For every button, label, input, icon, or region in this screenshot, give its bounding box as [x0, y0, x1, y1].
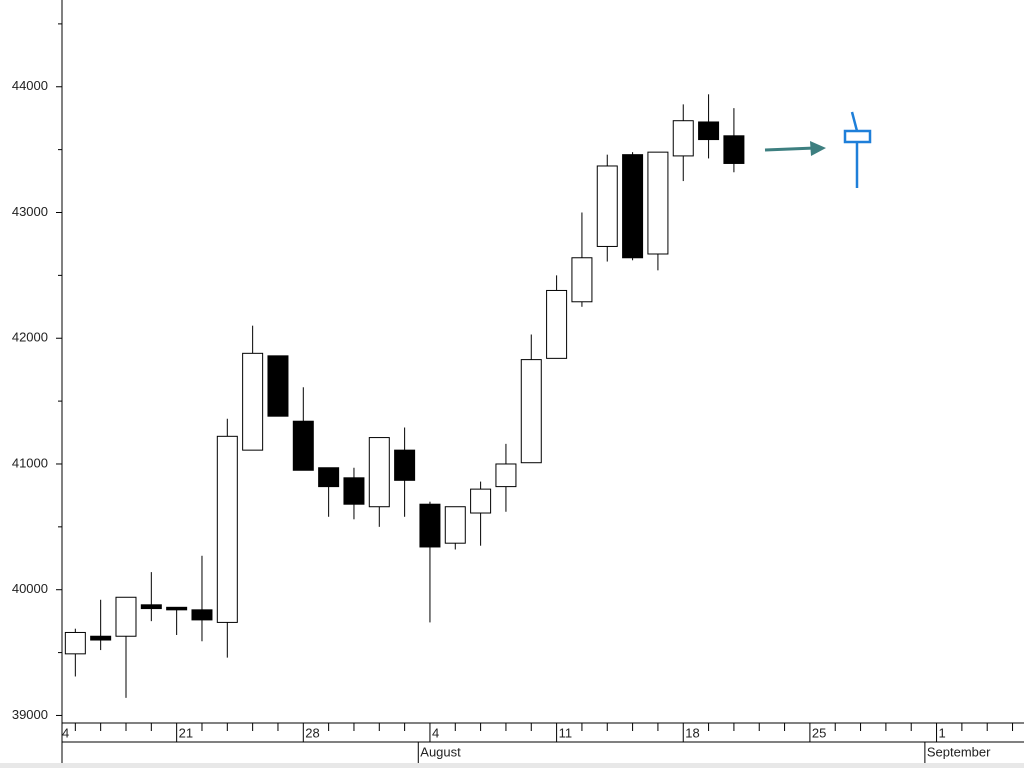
y-tick-label: 39000	[12, 707, 48, 722]
candle-body	[546, 289, 568, 359]
candle-body	[115, 596, 137, 637]
candle-body	[444, 506, 466, 544]
candle-body	[698, 121, 720, 141]
candle-body	[647, 151, 669, 255]
candle-body	[520, 359, 542, 464]
candle-body	[292, 420, 314, 471]
y-tick-label: 42000	[12, 330, 48, 345]
x-tick-label: 4	[432, 725, 439, 740]
candle-body	[622, 154, 644, 259]
x-tick-label: 11	[559, 725, 573, 740]
arrow	[764, 146, 816, 152]
candle-body	[216, 435, 238, 623]
y-tick-label: 43000	[12, 204, 48, 219]
x-tick-label: 18	[685, 725, 699, 740]
y-tick-label: 40000	[12, 581, 48, 596]
candle-body	[368, 437, 390, 508]
candle-body	[723, 135, 745, 164]
candle-body	[90, 635, 112, 641]
projection-wick	[850, 111, 859, 132]
candle-body	[470, 488, 492, 514]
y-tick-label: 44000	[12, 78, 48, 93]
candle-body	[318, 467, 340, 488]
x-tick-label: 25	[812, 725, 826, 740]
bottom-strip	[0, 763, 1024, 768]
projection-body	[843, 129, 872, 144]
month-label: August	[420, 744, 461, 759]
candle-body	[394, 449, 416, 481]
month-label: September	[927, 744, 991, 759]
candle-body	[571, 257, 593, 303]
candle-body	[596, 165, 618, 247]
candle-body	[419, 503, 441, 548]
candle-body	[191, 609, 213, 621]
candle-body	[343, 477, 365, 505]
candle-body	[267, 355, 289, 417]
candle-body	[140, 604, 162, 610]
x-tick-label: 21	[179, 725, 193, 740]
x-tick-label: 1	[939, 725, 946, 740]
x-tick-label: 28	[305, 725, 319, 740]
y-tick-label: 41000	[12, 455, 48, 470]
candle-body	[64, 631, 86, 655]
candle-body	[672, 120, 694, 157]
candle-body	[242, 352, 264, 451]
candle-body	[166, 606, 188, 611]
arrow-head	[810, 141, 826, 156]
candle-body	[495, 463, 517, 488]
x-tick-label: 4	[62, 725, 69, 740]
